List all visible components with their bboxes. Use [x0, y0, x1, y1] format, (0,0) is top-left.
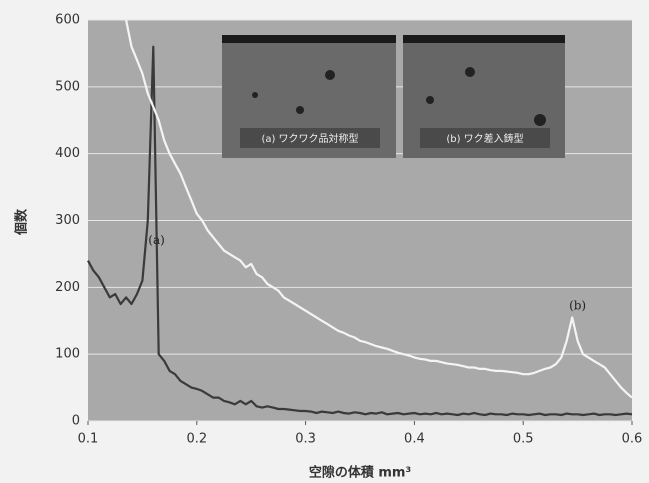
pore	[426, 96, 434, 104]
inset-label-box	[420, 128, 550, 148]
x-tick-label: 0.6	[622, 432, 643, 447]
inset-label: (b) ワク差入鋳型	[446, 132, 523, 145]
y-tick-label: 100	[55, 347, 80, 362]
pore	[252, 92, 258, 98]
inset-label: (a) ワクワク品対称型	[261, 132, 358, 145]
x-tick-label: 0.2	[186, 432, 207, 447]
inset-a: (a) ワクワク品対称型	[222, 35, 396, 158]
y-tick-label: 300	[55, 213, 80, 228]
y-tick-label: 0	[72, 414, 80, 429]
y-axis-title: 個数	[14, 208, 30, 236]
pore	[325, 70, 335, 80]
pore	[296, 106, 304, 114]
inset-edge	[403, 35, 565, 43]
inset-b: (b) ワク差入鋳型	[403, 35, 565, 158]
pore	[465, 67, 475, 77]
inset-label-box	[240, 128, 380, 148]
series-line	[125, 19, 633, 399]
x-tick-label: 0.4	[404, 432, 425, 447]
x-tick-label: 0.3	[295, 432, 316, 447]
y-tick-label: 500	[55, 79, 80, 94]
inset-edge	[222, 35, 396, 43]
annotation: (a)	[148, 233, 165, 247]
y-tick-label: 200	[55, 280, 80, 295]
y-tick-label: 400	[55, 146, 80, 161]
pore	[534, 114, 546, 126]
x-axis-title: 空隙の体積 mm³	[309, 465, 411, 481]
x-tick-label: 0.5	[513, 432, 534, 447]
y-tick-label: 600	[55, 13, 80, 28]
annotation: (b)	[569, 299, 586, 313]
x-tick-label: 0.1	[78, 432, 99, 447]
series-line	[87, 45, 633, 417]
